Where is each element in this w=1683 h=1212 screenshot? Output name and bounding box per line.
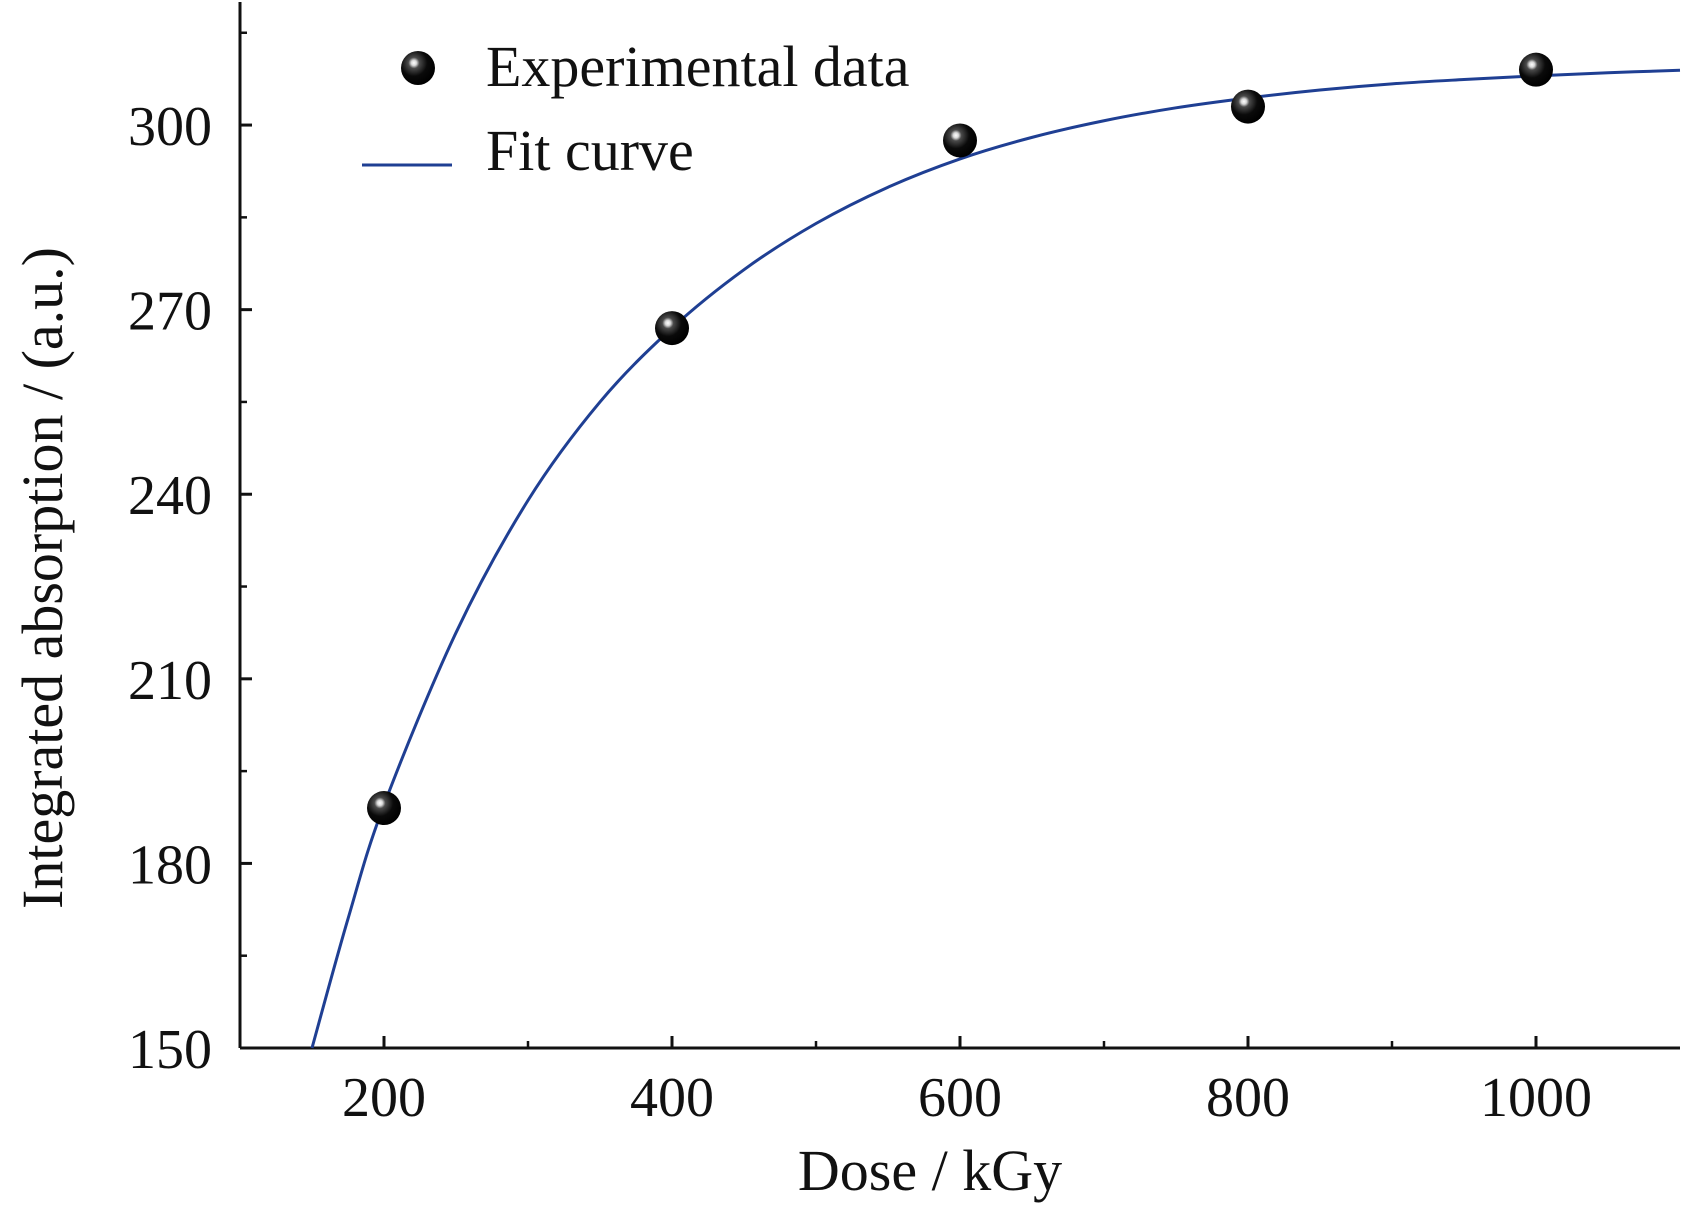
x-axis-ticks: 200 400 600 800 1000 [342, 1036, 1592, 1129]
x-tick-label: 1000 [1480, 1067, 1592, 1129]
x-tick-label: 600 [918, 1067, 1002, 1129]
data-point [1519, 52, 1553, 87]
y-tick-label: 180 [128, 834, 212, 896]
legend-marker-experimental [401, 51, 435, 85]
legend-label-fit: Fit curve [486, 118, 694, 183]
data-point [367, 791, 401, 826]
y-tick-label: 240 [128, 465, 212, 527]
data-point [655, 311, 689, 346]
x-tick-label: 800 [1206, 1067, 1290, 1129]
legend: Experimental data Fit curve [362, 34, 910, 183]
y-tick-label: 300 [128, 96, 212, 158]
data-points-layer [367, 52, 1553, 826]
x-axis-title: Dose / kGy [798, 1138, 1062, 1203]
legend-label-experimental: Experimental data [486, 34, 910, 99]
y-axis-ticks: 150 180 210 240 270 300 [128, 31, 252, 1081]
fit-curve-layer [310, 68, 1681, 1049]
y-tick-label: 210 [128, 650, 212, 712]
data-point [1231, 89, 1265, 124]
x-tick-label: 400 [630, 1067, 714, 1129]
fit-curve-line [310, 68, 1681, 1049]
y-tick-label: 270 [128, 281, 212, 343]
x-tick-label: 200 [342, 1067, 426, 1129]
y-tick-label: 150 [128, 1019, 212, 1081]
y-axis-title: Integrated absorption / (a.u.) [10, 247, 75, 909]
data-point [943, 123, 977, 158]
